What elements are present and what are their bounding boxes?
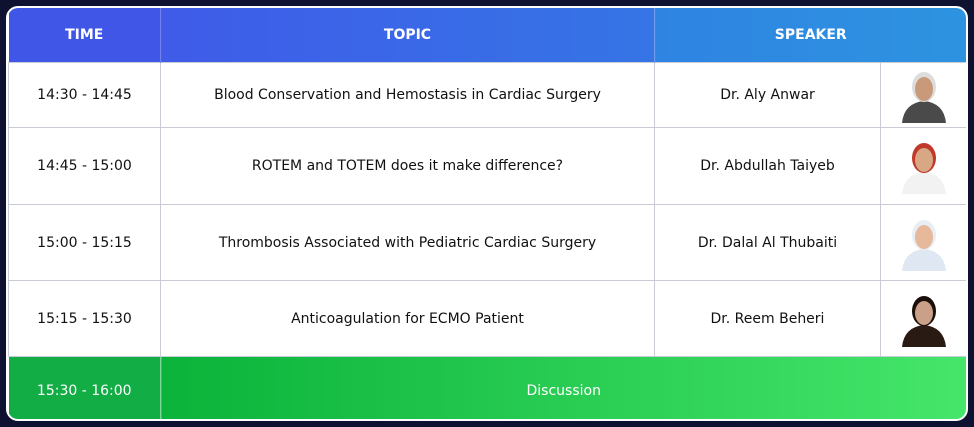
session-topic: Blood Conservation and Hemostasis in Car… [160, 62, 655, 128]
portrait [901, 219, 946, 271]
speaker-name: Dr. Reem Beheri [654, 280, 881, 357]
session-row: 14:45 - 15:00 ROTEM and TOTEM does it mak… [8, 127, 966, 205]
speaker-name: Dr. Dalal Al Thubaiti [654, 204, 881, 281]
speaker-photo [880, 127, 966, 205]
column-header: SPEAKER [654, 8, 966, 63]
schedule-table: TIME TOPIC SPEAKER 14:30 - 14:45 Blood Cons… [8, 8, 966, 419]
session-topic: ROTEM and TOTEM does it make difference? [160, 127, 655, 205]
speaker-photo [880, 62, 966, 128]
schedule: TIME TOPIC SPEAKER 14:30 - 14:45 Blood Cons… [6, 6, 968, 421]
header-row: TIME TOPIC SPEAKER [8, 8, 966, 63]
session-time: 15:00 - 15:15 [8, 204, 161, 281]
session-topic: Anticoagulation for ECMO Patient [160, 280, 655, 357]
portrait [901, 295, 946, 347]
session-row: 14:30 - 14:45 Blood Conservation and Hemo… [8, 62, 966, 128]
discussion-label: Discussion [160, 356, 966, 419]
session-time: 14:45 - 15:00 [8, 127, 161, 205]
speaker-name: Dr. Abdullah Taiyeb [654, 127, 881, 205]
portrait [901, 143, 946, 194]
session-time: 15:15 - 15:30 [8, 280, 161, 357]
session-row: 15:00 - 15:15 Thrombosis Associated with … [8, 204, 966, 281]
discussion-time: 15:30 - 16:00 [8, 356, 161, 419]
session-topic: Thrombosis Associated with Pediatric Car… [160, 204, 655, 281]
session-time: 14:30 - 14:45 [8, 62, 161, 128]
portrait [901, 72, 946, 123]
column-header: TIME [8, 8, 161, 63]
speaker-photo [880, 280, 966, 357]
speaker-name: Dr. Aly Anwar [654, 62, 881, 128]
session-row: 15:15 - 15:30 Anticoagulation for ECMO Pa… [8, 280, 966, 357]
speaker-photo [880, 204, 966, 281]
column-header: TOPIC [160, 8, 655, 63]
discussion-row: 15:30 - 16:00 Discussion [8, 356, 966, 419]
